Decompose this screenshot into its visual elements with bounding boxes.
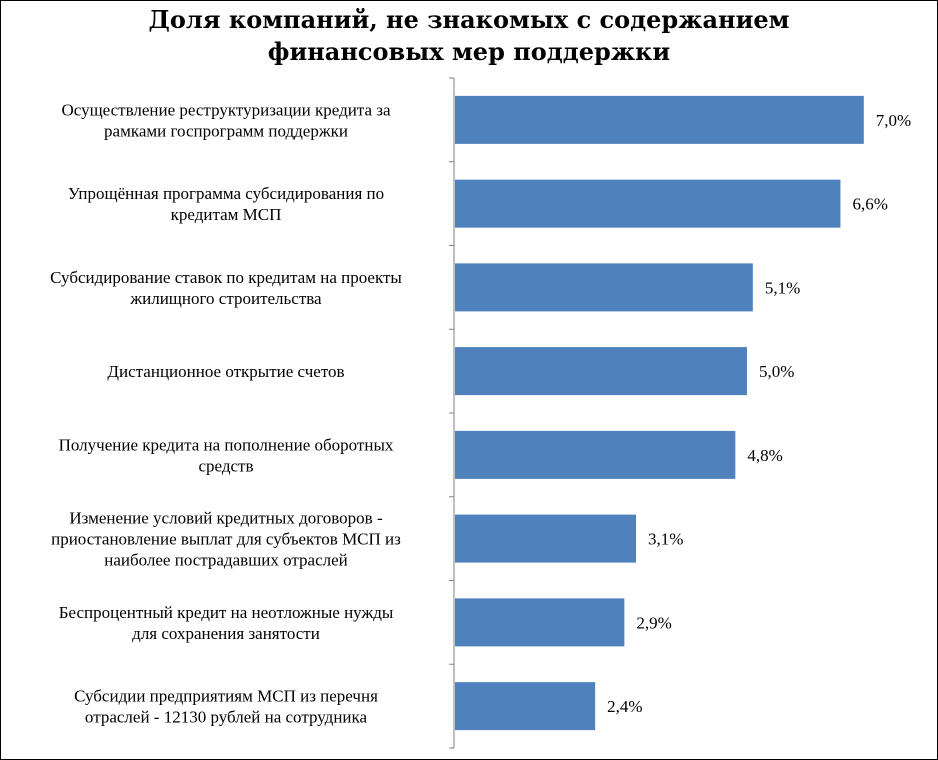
bar-1 xyxy=(455,95,864,144)
bar-4 xyxy=(455,347,747,396)
category-label-2: Упрощённая программа субсидирования по кр… xyxy=(68,184,384,224)
bar-5 xyxy=(455,430,736,479)
bar-8 xyxy=(455,682,596,731)
category-label-6: Изменение условий кредитных договоров -п… xyxy=(51,509,401,570)
chart-title-line-1: Доля компаний, не знакомых с содержанием xyxy=(148,5,790,34)
bar-7 xyxy=(455,598,625,647)
category-label-7: Беспроцентный кредит на неотложные нужды… xyxy=(59,603,394,643)
data-label-4: 5,0% xyxy=(759,362,794,381)
data-label-2: 6,6% xyxy=(852,195,887,214)
category-label-5: Получение кредита на пополнение оборотны… xyxy=(59,435,394,475)
data-label-6: 3,1% xyxy=(648,530,683,549)
category-label-8: Субсидии предприятиям МСП из перечня отра… xyxy=(74,687,378,727)
chart-title-line-2: финансовых мер поддержки xyxy=(267,37,671,66)
data-label-8: 2,4% xyxy=(607,697,642,716)
category-label-1: Осуществление реструктуризации кредита з… xyxy=(61,100,390,140)
data-label-3: 5,1% xyxy=(765,278,800,297)
chart-title: Доля компаний, не знакомых с содержанием… xyxy=(0,4,938,68)
bar-2 xyxy=(455,179,841,228)
data-label-7: 2,9% xyxy=(636,613,671,632)
data-label-5: 4,8% xyxy=(747,446,782,465)
category-label-3: Субсидирование ставок по кредитам на про… xyxy=(50,268,402,308)
bar-6 xyxy=(455,514,637,563)
bar-3 xyxy=(455,263,753,312)
data-label-1: 7,0% xyxy=(876,111,911,130)
category-label-4: Дистанционное открытие счетов xyxy=(107,362,344,381)
